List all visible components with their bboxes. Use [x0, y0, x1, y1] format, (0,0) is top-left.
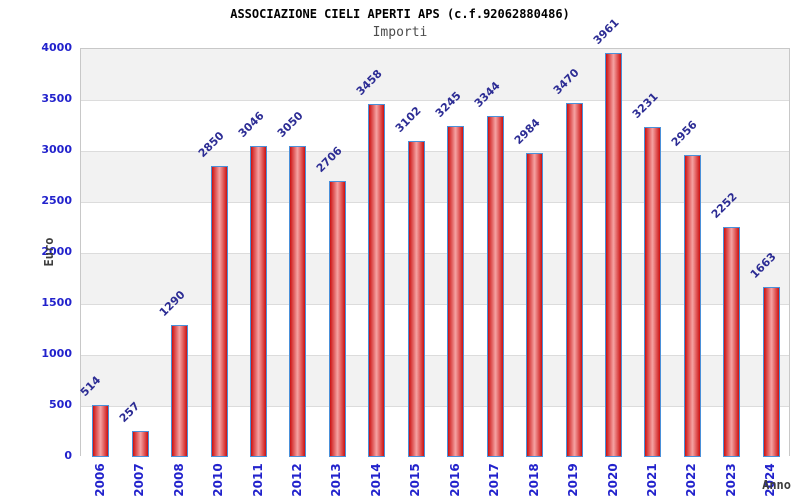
grid-band: [81, 253, 789, 304]
bar: [486, 115, 504, 457]
x-tick-label: 2016: [447, 463, 462, 497]
x-tick-label: 2012: [289, 463, 304, 497]
chart-title: ASSOCIAZIONE CIELI APERTI APS (c.f.92062…: [230, 7, 570, 21]
x-tick-label: 2006: [92, 463, 107, 497]
y-tick-label: 0: [64, 449, 72, 462]
x-tick-label: 2018: [526, 463, 541, 497]
y-tick-label: 2500: [41, 194, 72, 207]
bar: [605, 52, 622, 457]
x-tick-label: 2015: [408, 463, 423, 497]
chart-subtitle: Importi: [372, 25, 428, 40]
gridline: [81, 202, 789, 203]
x-tick-label: 2008: [171, 463, 186, 497]
y-tick-label: 2000: [41, 245, 72, 258]
bar: [171, 325, 189, 457]
grid-band: [81, 100, 789, 151]
bar: [407, 140, 425, 457]
x-tick-label: 2014: [368, 463, 383, 497]
x-tick-label: 2010: [211, 463, 226, 497]
bar: [131, 430, 149, 457]
x-axis-title: Anno: [762, 478, 791, 492]
bar: [526, 152, 544, 457]
gridline: [81, 253, 789, 254]
bar: [644, 127, 662, 457]
grid-band: [81, 202, 789, 253]
x-tick-label: 2023: [723, 463, 738, 497]
bar: [565, 103, 583, 457]
bar: [250, 146, 267, 457]
y-tick-label: 4000: [41, 41, 72, 54]
y-axis-title: Euro: [42, 237, 56, 267]
gridline: [81, 304, 789, 305]
x-tick-label: 2011: [250, 463, 265, 497]
y-tick-label: 1000: [41, 347, 72, 360]
x-tick-label: 2019: [566, 463, 581, 497]
gridline: [81, 355, 789, 356]
bar: [762, 287, 780, 457]
grid-band: [81, 151, 789, 202]
bar: [723, 227, 741, 457]
bar: [210, 166, 228, 457]
grid-band: [81, 355, 789, 406]
x-tick-label: 2021: [644, 463, 659, 497]
grid-band: [81, 49, 789, 100]
bar: [92, 404, 110, 457]
bar: [328, 180, 346, 457]
x-tick-label: 2022: [684, 463, 699, 497]
gridline: [81, 100, 789, 101]
y-tick-label: 3000: [41, 143, 72, 156]
bar: [683, 155, 701, 457]
x-tick-label: 2013: [329, 463, 344, 497]
bar: [368, 104, 386, 457]
gridline: [81, 406, 789, 407]
gridline: [81, 151, 789, 152]
bar: [447, 126, 465, 457]
bar: [289, 145, 307, 457]
x-tick-label: 2007: [132, 463, 147, 497]
grid-band: [81, 406, 789, 457]
x-tick-label: 2020: [605, 463, 620, 497]
y-tick-label: 3500: [41, 92, 72, 105]
plot-area: [80, 48, 790, 457]
x-tick-label: 2017: [487, 463, 502, 497]
grid-band: [81, 304, 789, 355]
y-tick-label: 500: [49, 398, 72, 411]
y-tick-label: 1500: [41, 296, 72, 309]
